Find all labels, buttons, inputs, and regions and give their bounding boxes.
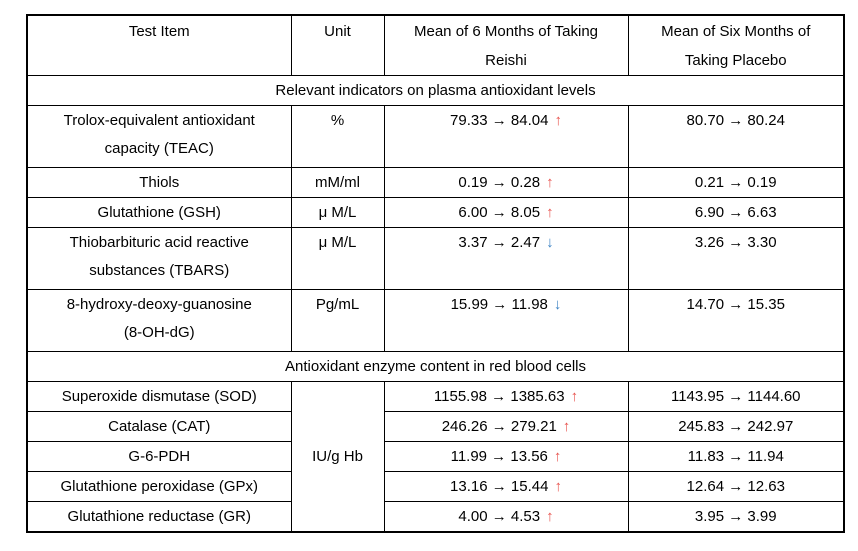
trend-up-icon: ↑ (554, 478, 562, 495)
trend-down-icon: ↓ (553, 296, 562, 313)
column-header-row: Test Item Unit Mean of 6 Months of Takin… (26, 14, 845, 76)
reishi-value-cell: 0.19 → 0.28 ↑ (383, 167, 629, 198)
table-row-gr: Glutathione reductase (GR) 4.00 → 4.53 ↑ … (26, 501, 845, 533)
test-item-line: Thiobarbituric acid reactive (69, 234, 249, 251)
reishi-value-cell: 6.00 → 8.05 ↑ (383, 197, 629, 228)
trend-up-icon: ↑ (562, 418, 571, 435)
trend-up-icon: ↑ (570, 388, 579, 405)
value-range: 79.33 → 84.04 (450, 112, 549, 129)
test-item-cell: 8-hydroxy-deoxy-guanosine (8-OH-dG) (26, 289, 292, 352)
section-header-row-plasma: Relevant indicators on plasma antioxidan… (26, 75, 845, 106)
test-item-line: Trolox-equivalent antioxidant (63, 112, 255, 129)
placebo-value-cell: 14.70 → 15.35 (627, 289, 845, 352)
reishi-value-cell: 3.37 → 2.47 ↓ (383, 227, 629, 290)
reishi-value-cell: 13.16 → 15.44 ↑ (383, 471, 629, 502)
col-header-reishi: Mean of 6 Months of Taking Reishi (383, 14, 629, 76)
reishi-value-cell: 1155.98 → 1385.63 ↑ (383, 381, 629, 412)
value-range: 13.16 → 15.44 (450, 478, 549, 495)
placebo-value-cell: 3.95 → 3.99 (627, 501, 845, 533)
placebo-value-cell: 11.83 → 11.94 (627, 441, 845, 472)
trend-up-icon: ↑ (553, 448, 562, 465)
placebo-value-cell: 6.90 → 6.63 (627, 197, 845, 228)
table-row-8ohdg: 8-hydroxy-deoxy-guanosine (8-OH-dG) Pg/m… (26, 289, 845, 352)
col-header-unit: Unit (290, 14, 385, 76)
test-item-cell: Superoxide dismutase (SOD) (26, 381, 292, 412)
shared-unit-cell: IU/g Hb (290, 381, 385, 533)
col-header-line: Reishi (485, 52, 527, 69)
unit-cell: μ M/L (290, 227, 385, 290)
trend-up-icon: ↑ (554, 112, 562, 129)
reishi-value-cell: 4.00 → 4.53 ↑ (383, 501, 629, 533)
test-item-cell: Trolox-equivalent antioxidant capacity (… (26, 105, 292, 168)
col-header-line: Unit (324, 23, 351, 40)
placebo-value-cell: 245.83 → 242.97 (627, 411, 845, 442)
table-row-cat: Catalase (CAT) 246.26 → 279.21 ↑ 245.83 →… (26, 411, 845, 442)
col-header-line: Test Item (128, 23, 190, 40)
reishi-value-cell: 246.26 → 279.21 ↑ (383, 411, 629, 442)
value-range: 1155.98 → 1385.63 (433, 388, 565, 405)
value-range: 4.00 → 4.53 (458, 508, 541, 525)
table-row-tbars: Thiobarbituric acid reactive substances … (26, 227, 845, 290)
table-row-teac: Trolox-equivalent antioxidant capacity (… (26, 105, 845, 168)
test-item-line: 8-hydroxy-deoxy-guanosine (66, 296, 252, 313)
value-range: 15.99 → 11.98 (450, 296, 548, 313)
test-item-cell: Glutathione (GSH) (26, 197, 292, 228)
placebo-value-cell: 0.21 → 0.19 (627, 167, 845, 198)
value-range: 6.00 → 8.05 (458, 204, 541, 221)
unit-cell: mM/ml (290, 167, 385, 198)
value-range: 0.19 → 0.28 (458, 174, 541, 191)
test-item-cell: G-6-PDH (26, 441, 292, 472)
col-header-line: Taking Placebo (684, 52, 787, 69)
col-header-placebo: Mean of Six Months of Taking Placebo (627, 14, 845, 76)
value-range: 3.37 → 2.47 (458, 234, 541, 251)
reishi-value-cell: 11.99 → 13.56 ↑ (383, 441, 629, 472)
col-header-line: Mean of Six Months of (661, 23, 811, 40)
test-item-cell: Glutathione reductase (GR) (26, 501, 292, 533)
reishi-value-cell: 79.33 → 84.04 ↑ (383, 105, 629, 168)
placebo-value-cell: 80.70 → 80.24 (627, 105, 845, 168)
test-item-cell: Thiols (26, 167, 292, 198)
placebo-value-cell: 1143.95 → 1144.60 (627, 381, 845, 412)
reishi-study-results-table: Test Item Unit Mean of 6 Months of Takin… (26, 14, 845, 533)
table-row-gpx: Glutathione peroxidase (GPx) 13.16 → 15.… (26, 471, 845, 502)
test-item-cell: Glutathione peroxidase (GPx) (26, 471, 292, 502)
test-item-cell: Thiobarbituric acid reactive substances … (26, 227, 292, 290)
test-item-cell: Catalase (CAT) (26, 411, 292, 442)
trend-up-icon: ↑ (546, 508, 554, 525)
trend-up-icon: ↑ (546, 174, 554, 191)
table-row-sod: Superoxide dismutase (SOD) IU/g Hb 1155.… (26, 381, 845, 533)
test-item-line: capacity (TEAC) (104, 140, 214, 157)
trend-up-icon: ↑ (546, 204, 554, 221)
value-range: 11.99 → 13.56 (450, 448, 548, 465)
placebo-value-cell: 3.26 → 3.30 (627, 227, 845, 290)
col-header-test-item: Test Item (26, 14, 292, 76)
unit-cell: μ M/L (290, 197, 385, 228)
table-row-gsh: Glutathione (GSH) μ M/L 6.00 → 8.05 ↑ 6.9… (26, 197, 845, 228)
section-title: Antioxidant enzyme content in red blood … (26, 351, 845, 382)
col-header-line: Mean of 6 Months of Taking (414, 23, 598, 40)
reishi-value-cell: 15.99 → 11.98 ↓ (383, 289, 629, 352)
table-row-g6pdh: G-6-PDH 11.99 → 13.56 ↑ 11.83 → 11.94 (26, 441, 845, 472)
trend-down-icon: ↓ (546, 234, 554, 251)
section-header-row-enzymes: Antioxidant enzyme content in red blood … (26, 351, 845, 382)
test-item-line: (8-OH-dG) (123, 324, 195, 341)
unit-cell: % (290, 105, 385, 168)
placebo-value-cell: 12.64 → 12.63 (627, 471, 845, 502)
value-range: 246.26 → 279.21 (441, 418, 557, 435)
unit-cell: Pg/mL (290, 289, 385, 352)
section-title: Relevant indicators on plasma antioxidan… (26, 75, 845, 106)
table-row-thiols: Thiols mM/ml 0.19 → 0.28 ↑ 0.21 → 0.19 (26, 167, 845, 198)
test-item-line: substances (TBARS) (89, 262, 230, 279)
